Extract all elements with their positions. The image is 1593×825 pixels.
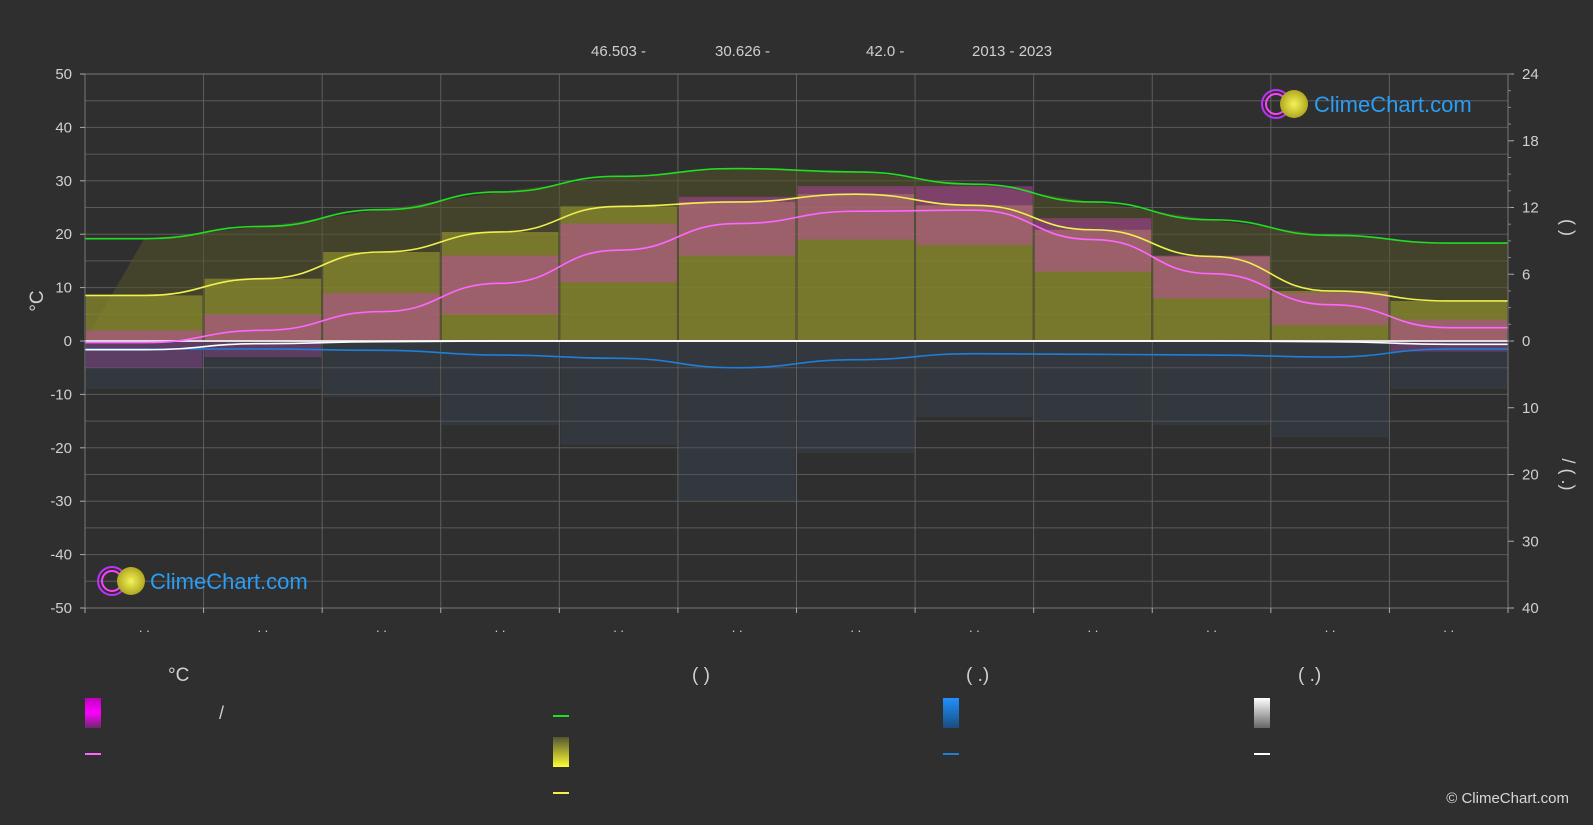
sunshine-bar — [323, 252, 440, 341]
x-tick-label: . . — [495, 620, 506, 635]
x-tick-label: . . — [969, 620, 980, 635]
temp-range-bar — [441, 255, 559, 315]
left-axis-label: °C — [27, 290, 48, 311]
right-tick-label-bottom: 30 — [1522, 533, 1539, 550]
legend-line-snow — [1254, 753, 1270, 755]
legend-header-precipitation: ( .) — [966, 665, 990, 686]
right-tick-label-top: 24 — [1522, 66, 1539, 83]
temp-range-bar — [323, 292, 440, 341]
sunshine-bar — [678, 201, 796, 341]
precip-bar — [1034, 341, 1152, 422]
left-tick-label: 0 — [64, 333, 72, 350]
legend-line-daylight — [553, 715, 569, 717]
temp-range-bar — [560, 223, 677, 283]
right-tick-label-top: 18 — [1522, 133, 1539, 150]
precip-bar — [560, 341, 677, 446]
x-tick-label: . . — [850, 620, 861, 635]
left-tick-label: 20 — [55, 226, 72, 243]
right-axis-label-top: ( ) — [1558, 219, 1578, 236]
sunshine-bar — [441, 231, 559, 341]
right-tick-label-top: 6 — [1522, 266, 1530, 283]
temp-range-bar — [678, 196, 796, 256]
legend-header-daylight: ( ) — [692, 665, 710, 686]
temp-range-bar — [1390, 319, 1507, 352]
legend-header-snow: ( .) — [1298, 665, 1322, 686]
left-tick-label: 30 — [55, 173, 72, 190]
sunshine-bar — [797, 194, 915, 341]
x-tick-label: . . — [376, 620, 387, 635]
copyright: © ClimeChart.com — [1446, 790, 1569, 807]
sunshine-bar — [1034, 229, 1152, 341]
sunshine-bar — [916, 205, 1033, 341]
precip-bar — [1390, 341, 1507, 390]
temp-range-bar — [1034, 218, 1152, 272]
legend-swatch-sunshine — [553, 737, 569, 767]
temp-range-bar — [916, 186, 1033, 245]
precip-bar — [204, 341, 322, 390]
right-axis-label-bottom: / ( .) — [1558, 459, 1578, 491]
right-tick-label-bottom: 10 — [1522, 400, 1539, 417]
precip-bar — [916, 341, 1033, 418]
precip-line — [85, 348, 1508, 369]
left-tick-label: -10 — [50, 386, 72, 403]
x-tick-label: . . — [1443, 620, 1454, 635]
elevation-value: 42.0 - — [866, 43, 905, 60]
x-tick-label: . . — [1206, 620, 1217, 635]
longitude-value: 30.626 - — [715, 43, 771, 60]
daylight-line — [84, 167, 1508, 244]
left-tick-label: -30 — [50, 493, 72, 510]
sunshine-line — [85, 193, 1508, 302]
x-tick-label: . . — [732, 620, 743, 635]
right-tick-label-bottom: 20 — [1522, 467, 1539, 484]
sunshine-bar — [560, 206, 677, 341]
legend-slash: / — [219, 703, 225, 723]
left-tick-label: -40 — [50, 547, 72, 564]
x-tick-label: . . — [1088, 620, 1099, 635]
right-tick-label-bottom: 40 — [1522, 600, 1539, 617]
legend-swatch-precip — [943, 698, 959, 728]
x-tick-label: . . — [139, 620, 150, 635]
year-range: 2013 - 2023 — [972, 43, 1053, 60]
left-tick-label: -50 — [50, 600, 72, 617]
x-tick-label: . . — [257, 620, 268, 635]
snow-line — [84, 340, 1508, 351]
temp-mean-line — [84, 209, 1508, 344]
watermark-text-top: ClimeChart.com — [1314, 92, 1472, 117]
right-tick-label-top: 12 — [1522, 200, 1539, 217]
legend-swatch-snow — [1254, 698, 1270, 728]
temp-range-bar — [1153, 255, 1270, 299]
left-tick-label: 40 — [55, 119, 72, 136]
watermark-text-bottom: ClimeChart.com — [150, 569, 308, 594]
climechart-logo-bottom: ClimeChart.com — [97, 566, 308, 596]
left-tick-label: 10 — [55, 280, 72, 297]
precip-bar — [1153, 341, 1270, 426]
right-tick-label-top: 0 — [1522, 333, 1530, 350]
legend-line-temp-mean — [85, 753, 101, 755]
legend-header-temperature: °C — [168, 665, 190, 686]
sunshine-bar — [1153, 256, 1270, 341]
left-tick-label: -20 — [50, 440, 72, 457]
latitude-value: 46.503 - — [591, 43, 647, 60]
left-tick-label: 50 — [55, 66, 72, 83]
climechart-logo-top: ClimeChart.com — [1261, 89, 1472, 119]
x-tick-label: . . — [1325, 620, 1336, 635]
legend-line-precip — [943, 753, 959, 755]
legend-swatch-temp-range — [85, 698, 101, 728]
sunshine-bar — [1390, 300, 1507, 341]
x-tick-label: . . — [613, 620, 624, 635]
legend-line-sunshine — [553, 792, 569, 794]
sunshine-bar — [86, 295, 203, 341]
